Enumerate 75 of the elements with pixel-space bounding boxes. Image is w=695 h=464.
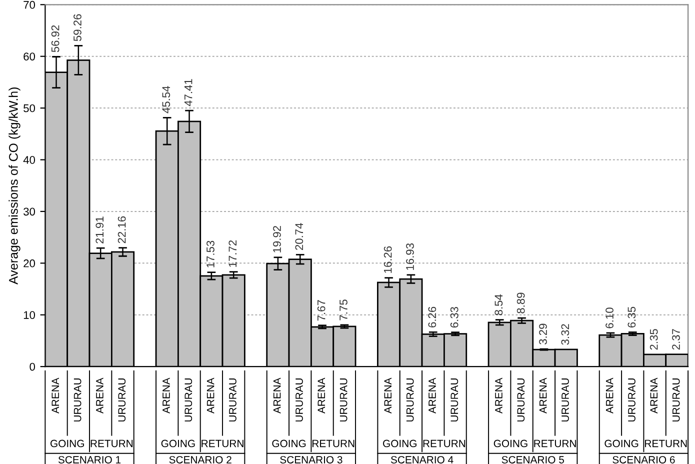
data-label: 2.35 bbox=[650, 329, 658, 350]
data-label: 59.26 bbox=[74, 14, 82, 42]
data-label: 20.74 bbox=[295, 223, 304, 250]
data-label: 45.54 bbox=[162, 86, 170, 114]
data-label: 16.93 bbox=[406, 243, 414, 270]
data-label: 19.92 bbox=[273, 226, 281, 252]
data-label: 6.10 bbox=[606, 308, 614, 328]
x-tick-label: ARENA bbox=[539, 378, 547, 414]
text: SCENARIO 1 bbox=[58, 456, 121, 464]
data-label: 17.53 bbox=[206, 240, 214, 268]
text: SCENARIO 3 bbox=[280, 456, 342, 464]
x-tick-label: URURAU bbox=[450, 378, 458, 422]
text: RETURN bbox=[202, 440, 244, 448]
text: GOING bbox=[604, 440, 638, 448]
data-label: 3.32 bbox=[561, 324, 570, 345]
y-tick-label: 10 bbox=[24, 311, 36, 319]
x-tick-label: URURAU bbox=[406, 378, 414, 422]
x-tick-label: URURAU bbox=[517, 378, 525, 422]
x-tick-label: URURAU bbox=[672, 378, 680, 422]
data-label: 56.92 bbox=[51, 25, 60, 52]
x-tick-label: ARENA bbox=[650, 378, 658, 414]
y-tick-label: 30 bbox=[24, 208, 36, 216]
x-tick-label: URURAU bbox=[296, 378, 303, 422]
data-label: 21.91 bbox=[96, 216, 104, 244]
data-label: 7.75 bbox=[340, 300, 348, 320]
y-tick-label: 40 bbox=[23, 156, 36, 164]
text: GOING bbox=[50, 440, 84, 448]
y-tick-label: 70 bbox=[24, 0, 36, 9]
x-tick-label: URURAU bbox=[229, 378, 236, 422]
text: RETURN bbox=[312, 440, 354, 448]
data-label: 2.37 bbox=[672, 329, 680, 350]
x-tick-label: ARENA bbox=[206, 378, 214, 414]
x-tick-label: ARENA bbox=[162, 378, 170, 414]
x-tick-label: URURAU bbox=[628, 378, 636, 422]
x-tick-label: ARENA bbox=[384, 378, 392, 414]
y-tick-label: 0 bbox=[30, 362, 36, 371]
text: SCENARIO 4 bbox=[390, 456, 454, 464]
data-label: 8.89 bbox=[516, 292, 525, 314]
x-tick-label: URURAU bbox=[184, 378, 192, 422]
y-tick-label: 50 bbox=[24, 104, 36, 112]
text: SCENARIO 5 bbox=[502, 456, 564, 464]
x-tick-label: ARENA bbox=[428, 378, 436, 414]
x-tick-label: URURAU bbox=[74, 378, 82, 422]
x-tick-label: ARENA bbox=[318, 378, 325, 414]
data-label: 8.54 bbox=[494, 294, 503, 316]
data-label: 6.26 bbox=[428, 306, 436, 328]
data-label: 6.35 bbox=[628, 306, 636, 328]
y-tick-label: 60 bbox=[24, 52, 36, 60]
data-label: 6.33 bbox=[450, 306, 458, 328]
x-tick-label: ARENA bbox=[96, 378, 104, 414]
x-tick-label: ARENA bbox=[273, 378, 281, 414]
text: GOING bbox=[383, 440, 416, 448]
data-label: 16.26 bbox=[384, 246, 392, 273]
text: RETURN bbox=[645, 440, 687, 448]
data-label: 7.67 bbox=[317, 300, 326, 321]
y-axis-title: Average emissions of CO (kg/kW.h) bbox=[8, 87, 20, 284]
text: SCENARIO 2 bbox=[169, 456, 232, 464]
x-tick-label: URURAU bbox=[118, 378, 126, 422]
data-label: 47.41 bbox=[184, 79, 192, 106]
text: SCENARIO 6 bbox=[612, 456, 675, 464]
text: RETURN bbox=[534, 440, 576, 448]
text: GOING bbox=[272, 440, 306, 448]
text: RETURN bbox=[90, 440, 133, 448]
x-tick-label: ARENA bbox=[606, 378, 614, 414]
data-label: 17.72 bbox=[228, 240, 236, 267]
x-tick-label: ARENA bbox=[52, 378, 59, 414]
text: RETURN bbox=[423, 440, 466, 448]
data-label: 3.29 bbox=[539, 324, 547, 344]
data-label: 22.16 bbox=[118, 216, 126, 244]
x-tick-label: URURAU bbox=[340, 378, 348, 422]
y-tick-label: 20 bbox=[24, 259, 36, 268]
text: GOING bbox=[161, 440, 195, 448]
x-tick-label: ARENA bbox=[495, 378, 502, 414]
x-tick-label: URURAU bbox=[562, 378, 569, 422]
text: GOING bbox=[494, 440, 528, 448]
